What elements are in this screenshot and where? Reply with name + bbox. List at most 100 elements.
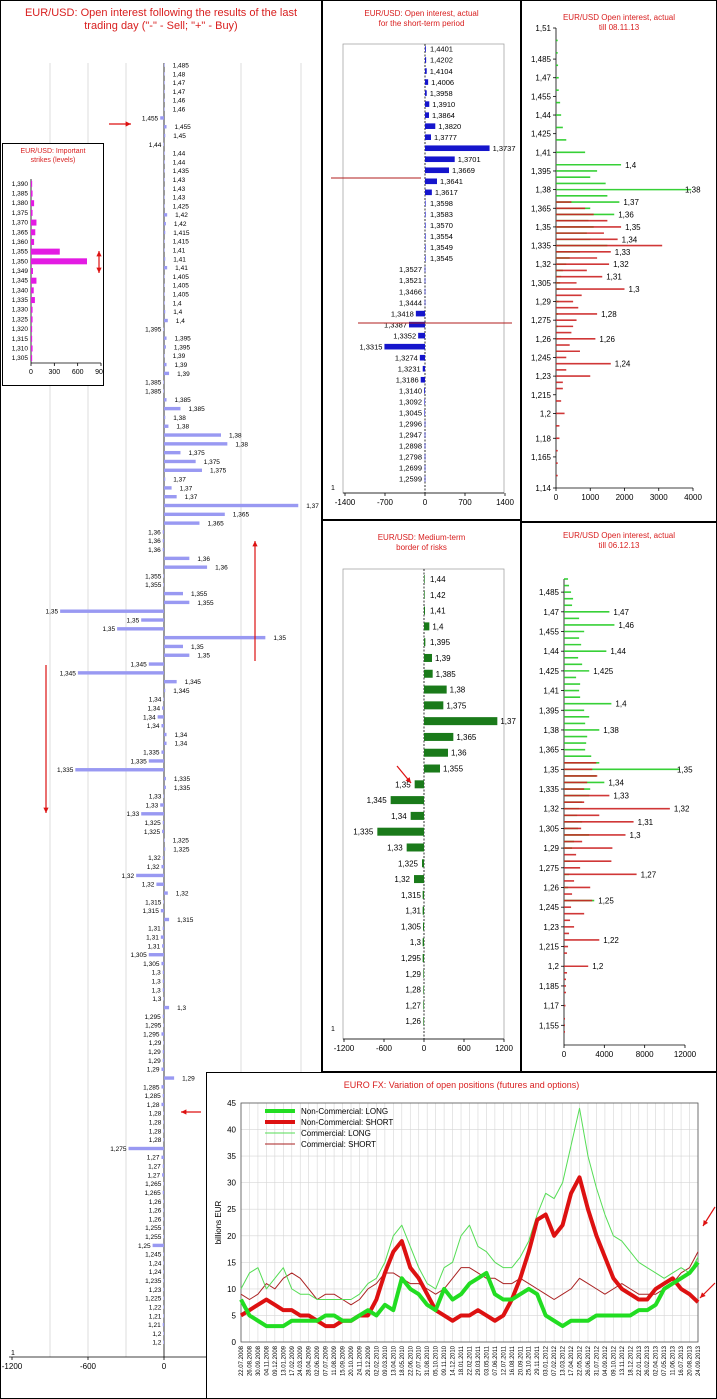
- oi1-y-tick-label-10: 1,35: [535, 223, 551, 232]
- oi1-y-tick-label-16: 1,26: [535, 335, 551, 344]
- main-bar: [164, 257, 166, 261]
- short-bar: [422, 365, 425, 372]
- main-bar: [128, 1146, 164, 1151]
- imp-y-tick-label: 1,390: [12, 181, 29, 188]
- main-bar: [164, 741, 167, 746]
- fx-x-tick-label: 26.08.2008: [247, 1345, 253, 1376]
- main-bar-label: 1,315: [143, 908, 160, 915]
- main-bar-label: 1,29: [149, 1040, 162, 1047]
- main-bar-label: 1,255: [145, 1234, 162, 1241]
- oi1-y-tick-label-23: 1,14: [535, 484, 551, 493]
- main-bar: [162, 706, 164, 710]
- main-bar: [162, 926, 164, 931]
- main-bar: [163, 380, 164, 384]
- oi1-x-tick-label-4: 4000: [684, 493, 702, 502]
- main-bar: [162, 539, 164, 543]
- short-bar-label: 1,3231: [398, 364, 421, 373]
- main-bar: [148, 662, 164, 666]
- oi1-value-label-11: 1,26: [599, 335, 615, 344]
- risk-bar-label: 1,41: [430, 607, 446, 616]
- main-bar: [164, 450, 181, 455]
- main-bar-label: 1,385: [188, 406, 205, 413]
- main-bar: [163, 697, 164, 701]
- main-bar-label: 1,41: [173, 256, 186, 263]
- main-bar: [163, 1182, 164, 1186]
- risk-bar: [410, 811, 424, 820]
- main-bar: [164, 213, 168, 217]
- oi2-x-tick-label-3: 12000: [674, 1050, 697, 1059]
- main-bar-label: 1,275: [110, 1146, 127, 1153]
- main-bar-label: 1,41: [175, 265, 188, 272]
- main-bar: [164, 406, 181, 411]
- main-bar-label: 1,37: [185, 494, 198, 501]
- main-bar-label: 1,375: [210, 468, 227, 475]
- main-bar: [164, 63, 165, 67]
- risk-bar: [422, 938, 424, 947]
- oi-0811-svg: 1,51 1,485 1,47 1,455 1,44 1,425 1,41 1,395 1,38…: [531, 24, 702, 502]
- short-bar: [424, 465, 426, 471]
- short-bar: [425, 123, 436, 129]
- main-bar: [164, 345, 166, 349]
- main-bar-label: 1,29: [147, 1067, 160, 1074]
- imp-bar: [31, 287, 34, 294]
- oi1-y-tick-label-19: 1,215: [531, 391, 552, 400]
- oi1-value-label-3: 1,36: [618, 210, 634, 219]
- main-bar-label: 1,295: [145, 1023, 162, 1030]
- main-bar-label: 1,43: [173, 177, 186, 184]
- risk-bar-label: 1,385: [436, 670, 457, 679]
- oi1-y-tick-label-8: 1,38: [535, 186, 551, 195]
- oi1-y-tick-label-22: 1,165: [531, 453, 552, 462]
- imp-bar: [31, 316, 33, 323]
- short-bar-label: 1,3140: [399, 386, 422, 395]
- main-bar-label: 1,29: [148, 1049, 161, 1056]
- main-bar: [163, 1120, 164, 1124]
- imp-x-tick-label-3: 900: [95, 369, 104, 376]
- main-bar-label: 1,37: [306, 503, 319, 510]
- main-bar: [164, 521, 200, 525]
- main-bar: [163, 1208, 164, 1212]
- short-bar: [424, 399, 426, 405]
- main-bar: [164, 98, 165, 103]
- oi2-value-label-11: 1,3: [630, 831, 642, 840]
- main-bar: [164, 600, 190, 605]
- risk-bar-label: 1,38: [450, 686, 466, 695]
- main-bar-label: 1,37: [173, 476, 186, 483]
- main-bar: [164, 248, 165, 252]
- risk-border-title: EUR/USD: Medium-term border of risks: [377, 533, 466, 552]
- imp-arrow-down-head: [96, 267, 102, 273]
- main-bar: [164, 301, 165, 305]
- fx-x-tick-label: 29.12.2009: [366, 1345, 372, 1376]
- main-bar: [164, 442, 228, 446]
- imp-y-tick-label: 1,355: [12, 249, 29, 256]
- short-bar-label: 1,3315: [359, 342, 382, 351]
- risk-bar-label: 1,335: [353, 828, 374, 837]
- imp-y-tick-label: 1,349: [12, 268, 29, 275]
- main-bar: [164, 785, 166, 790]
- main-bar: [164, 679, 177, 684]
- main-bar: [164, 512, 225, 517]
- risk-bar-label: 1,34: [391, 812, 407, 821]
- main-bar: [162, 944, 164, 948]
- eurofx-panel: EURO FX: Variation of open positions (fu…: [206, 1072, 717, 1399]
- main-bar-label: 1,4: [176, 318, 185, 325]
- imp-y-tick-label: 1,380: [12, 200, 29, 207]
- main-bar-label: 1,27: [148, 1164, 161, 1171]
- oi2-value-label-2: 1,44: [610, 647, 626, 656]
- short-bar: [424, 421, 426, 427]
- imp-bar: [31, 335, 33, 342]
- oi1-y-tick-label-2: 1,47: [535, 74, 551, 83]
- short-bar-label: 1,3186: [396, 375, 419, 384]
- short-bar-label: 1,3549: [430, 243, 453, 252]
- short-bar-label: 1,2996: [399, 420, 422, 429]
- main-bar-label: 1,255: [145, 1225, 162, 1232]
- main-bar: [164, 917, 170, 922]
- main-bar: [161, 750, 164, 754]
- fx-y-tick-label-9: 45: [227, 1099, 236, 1108]
- main-bar: [75, 768, 164, 772]
- risk-bar-label: 1,355: [443, 765, 464, 774]
- risk-bar-label: 1,36: [451, 749, 467, 758]
- main-bar: [162, 1190, 164, 1195]
- main-arrow-1455-head: [125, 121, 131, 127]
- main-bar-label: 1,335: [131, 758, 148, 765]
- short-bar: [424, 288, 426, 295]
